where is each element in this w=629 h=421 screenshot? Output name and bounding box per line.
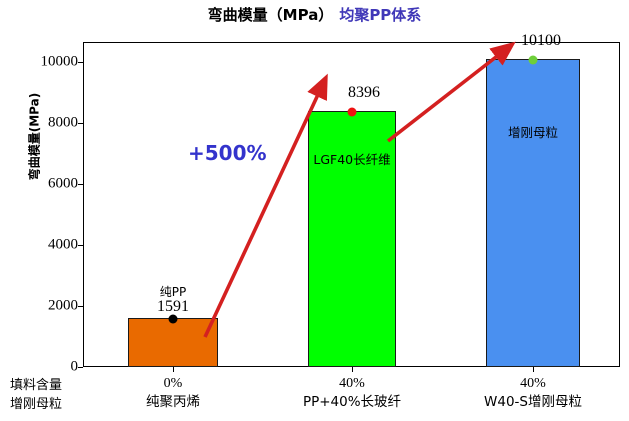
data-point-marker-lgf40: [347, 107, 357, 117]
bar-inner-label-lgf40: LGF40长纤维: [313, 152, 391, 167]
bar-inner-label-w40s: 增刚母粒: [507, 125, 558, 140]
x-category-pure-pp: 0% 纯聚丙烯: [146, 375, 200, 412]
data-point-marker-pure-pp: [168, 314, 178, 324]
x-category-w40s-name: W40-S增刚母粒: [484, 394, 582, 410]
x-tick-mark-1: [173, 367, 174, 372]
x-category-lgf40-name: PP+40%长玻纤: [302, 394, 402, 410]
x-category-w40s-pct: 40%: [520, 376, 546, 391]
x-category-pure-pp-name: 纯聚丙烯: [146, 394, 200, 410]
x-category-lgf40: 40% PP+40%长玻纤: [303, 375, 401, 412]
y-axis-label: 弯曲模量(MPa): [27, 92, 42, 181]
x-category-w40s: 40% W40-S增刚母粒: [484, 375, 582, 412]
y-tick-label-4000: 4000: [48, 236, 78, 253]
chart-title-subtitle: 均聚PP体系: [339, 6, 422, 24]
y-tick-label-6000: 6000: [48, 175, 78, 192]
y-tick-mark-0: [78, 367, 83, 368]
y-tick-mark-6000: [78, 184, 83, 185]
chart-title: 弯曲模量（MPa） 均聚PP体系: [0, 4, 629, 25]
y-tick-label-10000: 10000: [40, 53, 79, 70]
growth-annotation: +500%: [188, 141, 267, 165]
value-label-lgf40: 8396: [348, 84, 380, 101]
bar-lgf40[interactable]: LGF40长纤维: [308, 111, 396, 367]
bar-pure-pp[interactable]: [128, 318, 218, 367]
x-category-pure-pp-pct: 0%: [163, 376, 183, 391]
corner-label-stiffening-masterbatch: 增刚母粒: [10, 397, 63, 412]
x-category-lgf40-pct: 40%: [339, 376, 365, 391]
value-label-w40s: 10100: [521, 32, 561, 49]
y-tick-mark-4000: [78, 245, 83, 246]
corner-label-filler-content: 填料含量: [10, 378, 63, 393]
y-tick-label-2000: 2000: [48, 297, 78, 314]
point-label-pure-pp: 纯PP: [159, 285, 187, 299]
bar-w40s[interactable]: 增刚母粒: [486, 59, 580, 367]
data-point-marker-w40s: [528, 55, 538, 65]
y-tick-label-0: 0: [70, 358, 79, 375]
y-tick-mark-10000: [78, 62, 83, 63]
x-tick-mark-2: [352, 367, 353, 372]
chart-title-main: 弯曲模量（MPa）: [207, 6, 334, 24]
x-tick-mark-3: [533, 367, 534, 372]
y-tick-mark-8000: [78, 123, 83, 124]
y-tick-mark-2000: [78, 306, 83, 307]
y-tick-label-8000: 8000: [48, 114, 78, 131]
value-label-pure-pp: 1591: [157, 298, 189, 315]
